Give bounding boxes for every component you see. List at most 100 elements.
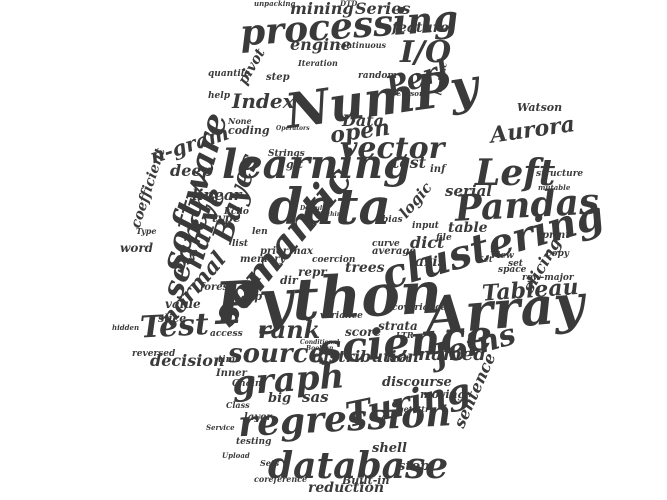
word-coding: coding bbox=[228, 124, 270, 137]
word-boolean: Boolean bbox=[305, 345, 333, 352]
word-moving: moving bbox=[420, 388, 466, 401]
word-forest: forest bbox=[199, 282, 233, 293]
word-dict: dict bbox=[410, 233, 445, 252]
word-mutable: mutable bbox=[538, 183, 571, 192]
word-data-cap: Data bbox=[341, 111, 384, 130]
word-iteration: Iteration bbox=[297, 58, 338, 68]
word-echo: Echo bbox=[223, 207, 249, 217]
word-conditional: Conditional bbox=[300, 339, 340, 346]
word-serial: serial bbox=[445, 182, 492, 200]
word-average: average bbox=[372, 246, 416, 257]
word-left: Left bbox=[474, 152, 556, 194]
word-sets: Sets bbox=[260, 458, 280, 468]
word-discourse: discourse bbox=[382, 375, 452, 390]
word-default: Default bbox=[299, 205, 325, 212]
word-reduction: reduction bbox=[308, 480, 384, 496]
word-copy: copy bbox=[546, 249, 570, 259]
word-time: time bbox=[218, 355, 241, 365]
word-machine: Machine bbox=[315, 211, 345, 218]
word-score: score bbox=[345, 325, 381, 339]
word-covariance: covariance bbox=[392, 303, 447, 313]
word-distribution: distribution bbox=[312, 347, 419, 366]
word-pivot: pivot bbox=[235, 45, 269, 87]
word-engine: engine bbox=[290, 35, 351, 54]
word-shell: shell bbox=[372, 441, 407, 456]
word-database: database bbox=[268, 445, 448, 487]
word-strings: Strings bbox=[268, 149, 305, 159]
word-cursor: Cursor bbox=[396, 89, 424, 98]
word-named: named bbox=[418, 344, 486, 365]
word-memory: memory bbox=[240, 254, 286, 265]
word-unpacking: unpacking bbox=[254, 0, 295, 8]
word-aurora: Aurora bbox=[487, 111, 577, 149]
word-quantile: quantile bbox=[208, 69, 250, 79]
word-view: View bbox=[490, 251, 514, 261]
word-print: print bbox=[542, 230, 570, 241]
word-built-in: Built-in bbox=[341, 474, 389, 487]
word-type: type bbox=[212, 211, 241, 225]
word-watson: Watson bbox=[517, 101, 562, 114]
word-git: git bbox=[286, 158, 303, 171]
word-operators: Operators bbox=[276, 125, 310, 132]
word-series: Series bbox=[355, 0, 410, 18]
word-variance: variance bbox=[320, 311, 363, 321]
word-mining: mining bbox=[290, 0, 354, 18]
word-none: None bbox=[227, 116, 252, 126]
word-structure: structure bbox=[536, 169, 583, 179]
word-source: source bbox=[227, 339, 325, 369]
word-test-lower: test bbox=[392, 153, 427, 172]
word-decision: decision bbox=[150, 351, 225, 370]
word-set: set bbox=[508, 259, 524, 269]
word-strata: strata bbox=[378, 319, 418, 333]
word-testing: testing bbox=[236, 437, 271, 447]
word-data: data bbox=[268, 177, 391, 236]
word-linear: linear bbox=[192, 186, 243, 204]
word-graph: graph bbox=[231, 356, 346, 404]
word-feature: feature bbox=[391, 20, 449, 36]
word-pandas: Pandas bbox=[453, 180, 600, 230]
word-vector: vector bbox=[340, 131, 447, 166]
word-test: Test bbox=[139, 307, 210, 346]
word-list: list bbox=[232, 239, 249, 249]
word-deep: deep bbox=[170, 161, 213, 180]
word-learning: learning bbox=[222, 141, 411, 188]
word-inner: Inner bbox=[215, 368, 248, 379]
word-io: I/O bbox=[399, 35, 451, 70]
word-trees: trees bbox=[345, 260, 385, 276]
word-zip: zip bbox=[243, 290, 262, 303]
word-sas: sas bbox=[302, 388, 329, 406]
word-class: Class bbox=[226, 400, 250, 410]
word-prior: prior bbox=[260, 246, 289, 257]
word-slice: slice bbox=[158, 312, 186, 325]
word-coefficient: coefficient bbox=[128, 146, 169, 230]
word-file: file bbox=[435, 233, 452, 243]
word-set-cap: Set bbox=[478, 254, 493, 264]
word-curve: curve bbox=[372, 239, 400, 249]
word-dtd: DTD bbox=[339, 0, 358, 8]
word-reversed: reversed bbox=[132, 349, 176, 359]
word-bias: bias bbox=[382, 215, 403, 225]
word-ltr: LTR bbox=[395, 330, 414, 340]
word-random: random bbox=[358, 71, 397, 81]
word-service: Service bbox=[206, 423, 235, 432]
word-layer: layer bbox=[244, 412, 272, 423]
word-big: big bbox=[268, 391, 291, 406]
word-stop: stop bbox=[398, 459, 429, 474]
word-index: Index bbox=[231, 89, 296, 113]
word-coercion: coercion bbox=[312, 255, 355, 265]
word-repr: repr bbox=[298, 265, 328, 279]
word-access: access bbox=[210, 329, 243, 339]
word-len: len bbox=[252, 227, 268, 237]
word-value: value bbox=[165, 297, 201, 311]
word-root: Root bbox=[385, 355, 410, 365]
word-getattr: getattr bbox=[398, 404, 430, 414]
word-chain: Chain bbox=[232, 379, 262, 389]
word-hidden: hidden bbox=[112, 323, 139, 332]
word-row-major: row-major bbox=[522, 273, 575, 283]
word-continuous: continuous bbox=[336, 40, 387, 50]
word-table: table bbox=[448, 220, 488, 236]
word-space: space bbox=[498, 265, 527, 275]
word-word: word bbox=[120, 241, 154, 255]
